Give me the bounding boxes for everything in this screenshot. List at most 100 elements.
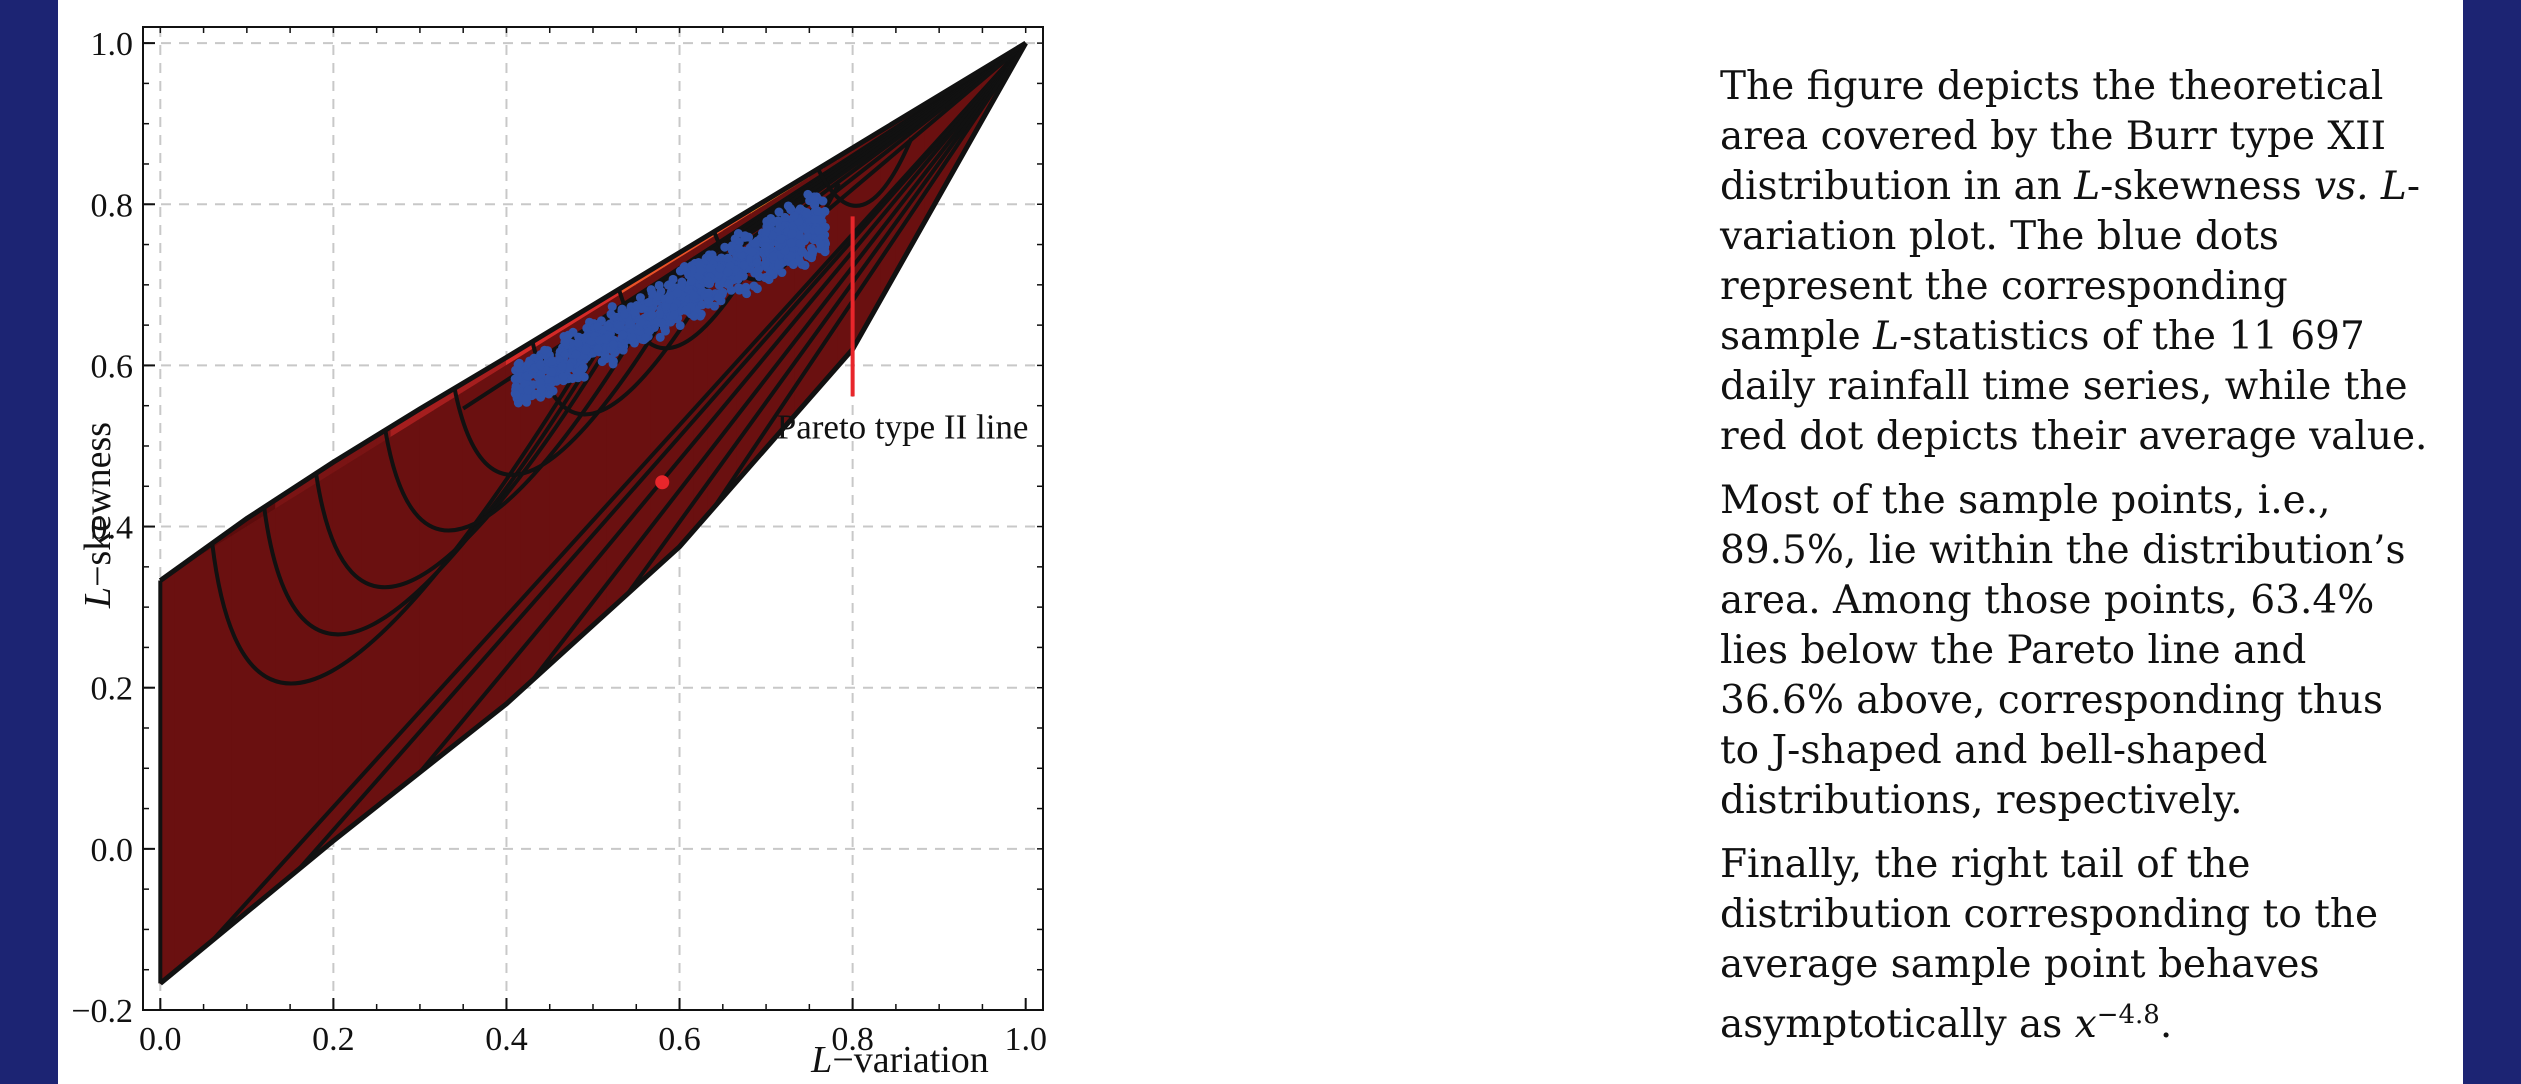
sample-point [703,276,713,286]
sample-point [618,330,628,340]
sample-point [652,292,662,302]
mesh-fan-line [625,41,1028,596]
sample-point [523,385,533,395]
sample-point [773,216,783,226]
sample-point [654,309,664,319]
sample-point [511,390,521,400]
x-axis-title: L−variation [810,1039,989,1081]
sample-point [681,305,691,315]
mesh-arc [383,294,660,533]
sample-point [734,244,744,254]
sample-point [801,209,811,219]
sample-point [789,211,799,221]
sample-point [809,200,819,210]
sample-point [653,316,663,326]
sample-point [705,263,715,273]
y-tick-label: 1.0 [91,26,134,63]
region-strip-lower [332,463,349,842]
sample-point [567,374,577,384]
sample-point [557,361,567,371]
sample-point [815,239,825,249]
mesh-fan-line [712,42,1028,509]
sample-point [669,310,679,320]
sample-point [547,356,557,366]
sample-point [535,360,545,370]
region-lower-boundary [158,41,1028,986]
sample-point [720,242,730,252]
y-tick-label: 0.6 [91,348,134,385]
sample-point [647,310,657,320]
mesh-fan-line [210,41,1028,942]
sample-point [676,281,686,291]
region-strip-lower [304,481,320,866]
sample-point [661,301,671,311]
sample-point [714,293,724,303]
sample-point [686,276,696,286]
tick-layer: 0.0 0.2 0.4 0.6 0.8 1.0−0.20.00.20.40.60.81.0 [71,26,1047,1058]
mesh-fan-line [418,41,1028,774]
sample-point [780,212,790,222]
sample-point [669,303,679,313]
mesh-layer [158,40,1028,986]
sample-point [563,330,573,340]
region-strip-lower [188,552,205,961]
sample-point [760,259,770,269]
pareto-annotation-label: Pareto type II line [777,407,1029,446]
y-tick-label: 0.8 [91,187,134,224]
sample-point [800,260,810,270]
sample-point [723,253,733,263]
sample-point [641,333,651,343]
sample-point [625,319,635,329]
sample-point [767,230,777,240]
sample-point [560,337,570,347]
sample-point [716,253,726,263]
sample-point [706,252,716,262]
region-strip-lower [246,516,262,914]
sample-point [635,293,645,303]
sample-point [675,266,685,276]
sample-point [761,242,771,252]
sample-point [740,232,750,242]
figure-description: The figure depicts the theoretical area … [1720,62,2432,1064]
sample-point [600,351,610,361]
sample-point [664,295,674,305]
sample-point [813,225,823,235]
sample-point [689,291,699,301]
region-strip-lower [318,472,334,854]
sample-point [734,283,744,293]
sample-point [783,201,793,211]
x-tick-label: 0.2 [312,1021,355,1058]
sample-point [762,216,772,226]
sample-point [724,279,734,289]
y-tick-label: −0.2 [71,993,133,1030]
sample-point [581,345,591,355]
sample-point [739,260,749,270]
sample-point [536,384,546,394]
sample-point [786,251,796,261]
sample-point [787,229,797,239]
tail-exponent: −4.8 [2096,1000,2160,1030]
sample-point [619,309,629,319]
average-sample-point [655,475,670,490]
sample-point [794,230,804,240]
region-upper-boundary [158,40,1027,583]
region-strip-lower [174,561,190,973]
region-strip-lower [203,543,219,949]
mesh-arc [452,275,690,477]
sample-point [764,275,774,285]
region-strip-lower [159,570,176,985]
sample-point [511,381,521,391]
sample-point [820,206,830,216]
sample-point [733,274,743,284]
sample-point [540,345,550,355]
x-tick-label: 0.6 [658,1021,701,1058]
sample-point [675,321,685,331]
y-tick-label: 0.0 [91,832,134,869]
mesh-arc [314,313,630,590]
sample-point [803,189,813,199]
sample-point [531,389,541,399]
sample-point [618,345,628,355]
mesh-converge-line [825,41,1027,213]
sample-point [600,334,610,344]
sample-point [593,344,603,354]
